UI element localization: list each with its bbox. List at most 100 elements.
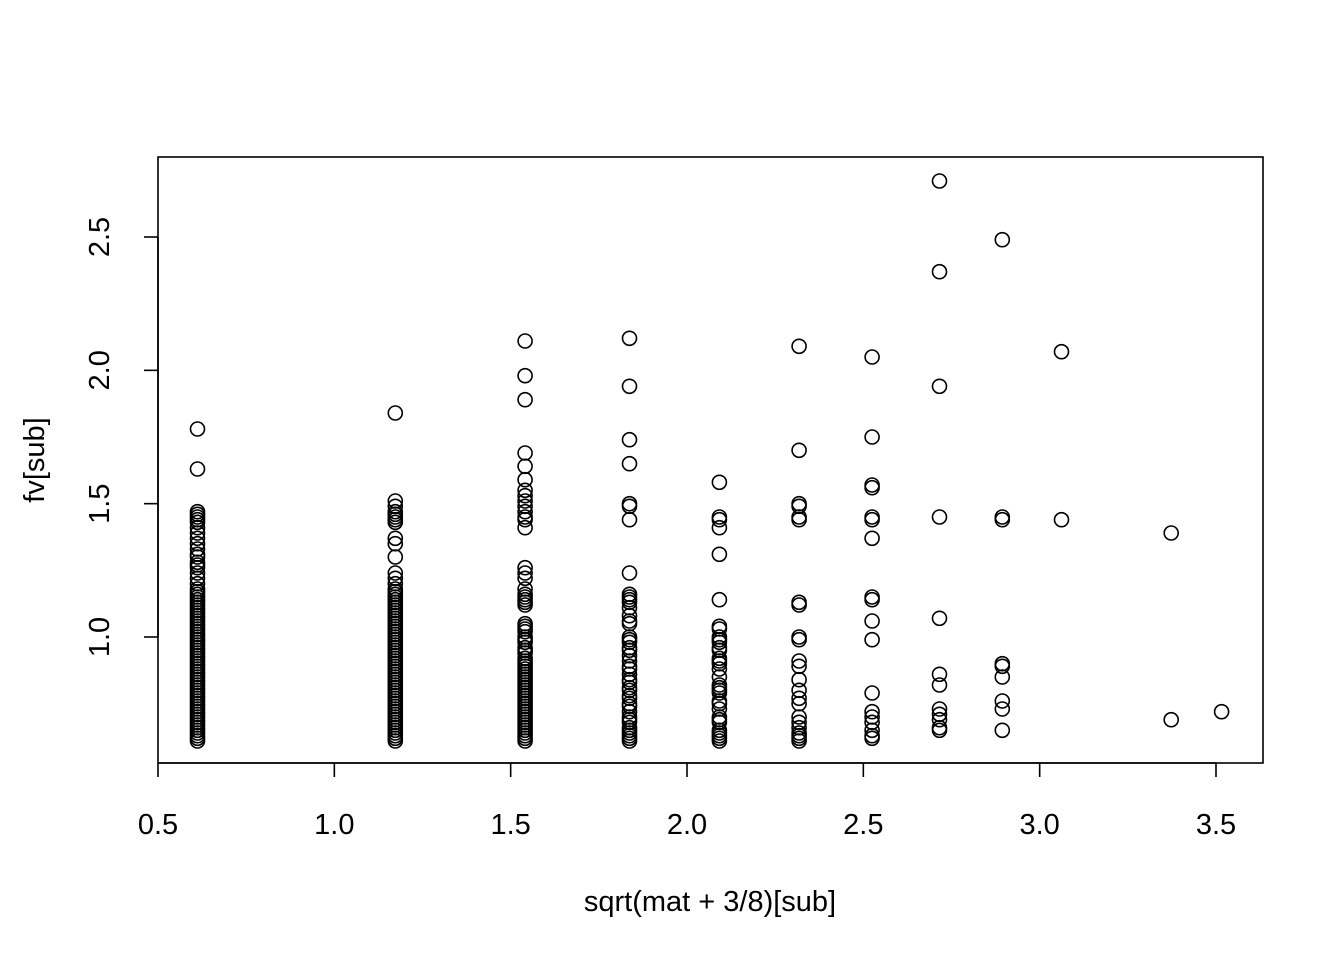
data-point — [711, 546, 728, 563]
data-point — [387, 565, 404, 581]
data-point — [994, 231, 1011, 248]
data-point — [189, 461, 206, 477]
data-point — [994, 693, 1011, 709]
y-axis-title: fv[sub] — [19, 417, 51, 502]
data-point — [387, 405, 404, 421]
data-point — [791, 653, 807, 669]
data-point — [1213, 703, 1230, 720]
data-point — [189, 733, 206, 749]
x-tick-label: 1.0 — [314, 809, 354, 841]
data-point — [791, 709, 807, 725]
x-tick-label: 1.5 — [491, 809, 531, 841]
data-point — [621, 378, 638, 395]
data-point — [864, 429, 880, 445]
data-point — [864, 703, 880, 720]
x-tick-label: 2.0 — [667, 809, 707, 841]
data-point — [994, 658, 1011, 675]
data-point — [931, 263, 948, 280]
y-tick-label: 1.0 — [84, 617, 116, 657]
data-point — [931, 509, 948, 525]
data-point — [711, 661, 728, 677]
data-point — [864, 613, 880, 629]
data-point — [791, 597, 807, 613]
y-tick-label: 2.5 — [84, 217, 116, 257]
data-point — [387, 530, 404, 547]
data-point — [931, 711, 948, 728]
data-point — [517, 367, 533, 384]
data-point — [864, 511, 880, 528]
data-point — [711, 474, 728, 491]
x-axis: 0.5 1.0 1.5 2.0 2.5 3.0 3.5 — [138, 762, 1236, 841]
data-point — [621, 511, 638, 528]
data-point — [621, 642, 638, 659]
data-point — [1163, 711, 1179, 728]
data-point — [864, 591, 880, 608]
data-point — [189, 421, 206, 437]
data-point — [791, 682, 807, 699]
data-point — [791, 442, 807, 459]
data-point — [791, 671, 807, 688]
data-point — [517, 333, 533, 349]
data-point — [931, 722, 948, 739]
data-point — [711, 591, 728, 608]
data-point — [791, 511, 807, 528]
data-point — [711, 634, 728, 651]
data-point — [517, 482, 533, 499]
data-point — [621, 733, 638, 749]
data-point — [189, 565, 206, 581]
data-point — [711, 519, 728, 536]
data-point — [517, 570, 533, 587]
data-point — [621, 607, 638, 624]
y-tick-label: 2.0 — [84, 350, 116, 390]
data-point — [791, 631, 807, 648]
data-point — [864, 722, 880, 739]
data-point — [1053, 343, 1070, 360]
data-point — [387, 549, 404, 565]
data-point — [931, 378, 948, 395]
data-point — [517, 559, 533, 576]
data-point — [621, 330, 638, 347]
x-tick-label: 3.5 — [1196, 809, 1236, 841]
data-point — [931, 610, 948, 627]
data-point — [864, 631, 880, 648]
data-point — [517, 471, 533, 488]
data-point — [994, 722, 1011, 739]
x-axis-title: sqrt(mat + 3/8)[sub] — [584, 886, 836, 918]
data-point — [931, 666, 948, 683]
data-point — [387, 733, 404, 749]
data-point — [791, 338, 807, 355]
data-point — [189, 549, 206, 565]
data-point — [864, 530, 880, 547]
data-point — [791, 690, 807, 707]
data-point — [189, 525, 206, 541]
data-point — [711, 685, 728, 701]
data-point — [517, 623, 533, 640]
data-point — [864, 685, 880, 701]
data-points — [189, 173, 1230, 749]
data-point — [931, 173, 948, 189]
data-point — [189, 519, 206, 536]
plot-frame — [157, 156, 1264, 764]
data-point — [517, 519, 533, 536]
data-point — [517, 597, 533, 613]
data-point — [621, 565, 638, 581]
data-point — [189, 514, 206, 531]
data-point — [994, 701, 1011, 717]
data-point — [517, 565, 533, 581]
x-tick-label: 3.0 — [1020, 809, 1060, 841]
data-point — [994, 511, 1011, 528]
data-point — [517, 511, 533, 528]
data-point — [517, 487, 533, 504]
data-point — [517, 503, 533, 520]
data-point — [711, 733, 728, 749]
data-point — [931, 701, 948, 717]
data-point — [189, 559, 206, 576]
data-point — [1163, 525, 1179, 541]
data-point — [931, 677, 948, 693]
data-point — [864, 479, 880, 496]
data-point — [621, 455, 638, 472]
data-point — [517, 391, 533, 408]
data-point — [387, 514, 404, 531]
y-tick-label: 1.5 — [84, 484, 116, 524]
